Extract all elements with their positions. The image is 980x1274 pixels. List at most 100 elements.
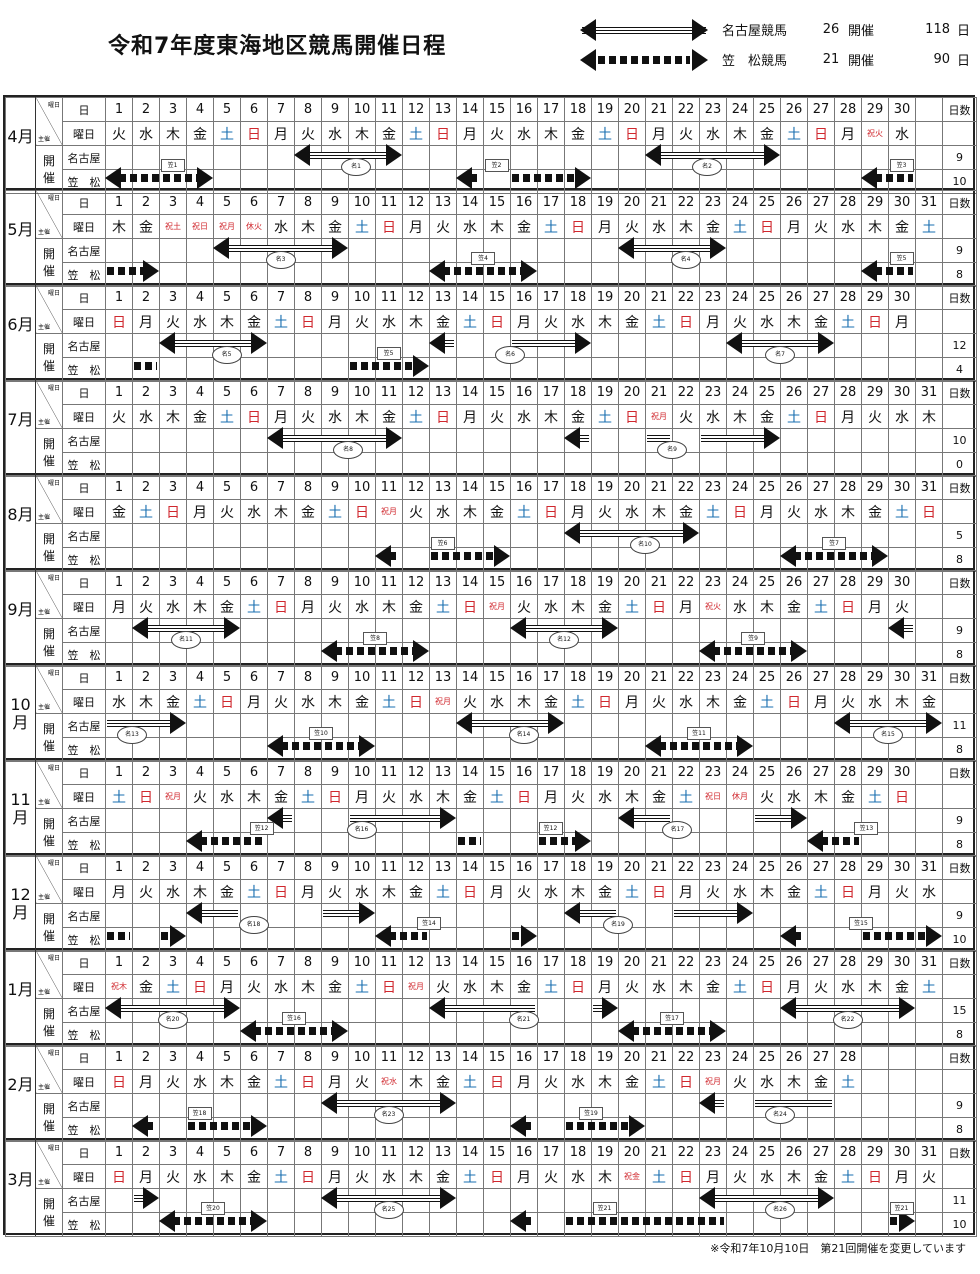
nagoya-cell <box>429 618 457 643</box>
day-number: 19 <box>591 1045 619 1070</box>
arrow-shaft <box>323 910 361 918</box>
day-number: 20 <box>618 285 646 310</box>
weekday-cell: 火 <box>186 784 214 809</box>
day-number: 25 <box>753 97 781 122</box>
kasamatsu-cell <box>159 832 187 857</box>
weekday-cell: 木 <box>591 1164 619 1189</box>
day-row-label: 日 <box>62 190 106 215</box>
day-number: 13 <box>429 1045 457 1070</box>
weekday-cell: 水 <box>861 689 889 714</box>
kasamatsu-cell <box>780 737 808 762</box>
kasamatsu-meeting-arrow <box>539 830 591 853</box>
kasamatsu-cell <box>294 1212 322 1237</box>
kasamatsu-row-label: 笠 松 <box>62 1212 106 1237</box>
weekday-cell: 土 <box>807 594 835 619</box>
day-number: 25 <box>753 855 781 880</box>
kasamatsu-cell <box>915 737 943 762</box>
nagoya-row-label: 名古屋 <box>62 145 106 170</box>
day-number: 1 <box>105 97 133 122</box>
weekday-cell: 水 <box>132 404 160 429</box>
kasamatsu-cell <box>483 642 511 667</box>
day-number: 17 <box>537 950 565 975</box>
arrow-right-head-icon <box>791 807 807 830</box>
nagoya-cell <box>834 618 862 643</box>
header-diagonal: 曜日 主催 <box>35 475 63 524</box>
kasamatsu-cell <box>834 737 862 762</box>
arrow-left-head-icon <box>159 1210 175 1233</box>
kasamatsu-cell <box>591 452 619 477</box>
day-number: 25 <box>753 285 781 310</box>
nagoya-meeting-label: 名14 <box>508 725 539 744</box>
day-number: 22 <box>672 1045 700 1070</box>
day-number: 20 <box>618 570 646 595</box>
day-number: 26 <box>780 1045 808 1070</box>
kasamatsu-cell <box>375 1022 403 1047</box>
kasamatsu-meeting-arrow <box>512 167 591 190</box>
kasamatsu-row-label: 笠 松 <box>62 642 106 667</box>
weekday-cell: 木 <box>510 689 538 714</box>
nagoya-cell <box>591 428 619 453</box>
kasamatsu-cell <box>780 832 808 857</box>
weekday-cell: 木 <box>159 404 187 429</box>
kasamatsu-meeting-arrow <box>699 640 807 663</box>
weekday-cell: 日 <box>753 974 781 999</box>
day-number: 5 <box>213 665 241 690</box>
day-number: 16 <box>510 97 538 122</box>
day-number: 14 <box>456 97 484 122</box>
weekday-cell: 月 <box>591 974 619 999</box>
nagoya-cell <box>429 428 457 453</box>
day-number: 7 <box>267 475 295 500</box>
weekday-cell: 水 <box>699 404 727 429</box>
weekday-cell: 祝月 <box>429 689 457 714</box>
month-block: 9月 曜日 主催日 1 2 3 4 5 6 7 8 9 10 11 12 13 14 15 16 17 18 19 20 21… <box>3 570 977 667</box>
kasamatsu-cell <box>294 262 322 287</box>
weekday-cell: 水 <box>672 689 700 714</box>
day-number: 22 <box>672 760 700 785</box>
weekday-cell: 土 <box>456 309 484 334</box>
day-number: 1 <box>105 1045 133 1070</box>
arrow-right-head-icon <box>251 332 267 355</box>
kasamatsu-meeting-label: 笠20 <box>201 1201 225 1215</box>
day-number: 15 <box>483 570 511 595</box>
weekday-cell: 土 <box>375 689 403 714</box>
diag-top-label: 曜日 <box>47 480 60 487</box>
header-diagonal: 曜日 主催 <box>35 570 63 619</box>
nagoya-cell <box>186 808 214 833</box>
day-number: 8 <box>294 665 322 690</box>
nagoya-cell <box>348 713 376 738</box>
weekday-cell: 木 <box>267 499 295 524</box>
count-header: 日数 <box>942 190 977 215</box>
day-number: 13 <box>429 665 457 690</box>
weekday-cell: 木 <box>834 499 862 524</box>
day-number: 10 <box>348 950 376 975</box>
weekday-cell: 木 <box>672 214 700 239</box>
kasamatsu-cell <box>402 547 430 572</box>
day-number: 27 <box>807 97 835 122</box>
kasamatsu-cell <box>132 547 160 572</box>
weekday-cell: 火 <box>564 784 592 809</box>
nagoya-cell <box>402 998 430 1023</box>
kasamatsu-cell <box>375 452 403 477</box>
day-number: 11 <box>375 97 403 122</box>
weekday-cell: 金 <box>294 499 322 524</box>
nagoya-meeting-label: 名1 <box>341 157 372 176</box>
day-number: 20 <box>618 475 646 500</box>
day-number: 21 <box>645 380 673 405</box>
kasamatsu-meeting-arrow <box>863 925 942 948</box>
legend-meetings: 21 <box>822 51 840 67</box>
weekday-cell: 火 <box>591 499 619 524</box>
kasamatsu-cell <box>618 452 646 477</box>
weekday-row-label: 曜日 <box>62 594 106 619</box>
day-number: 16 <box>510 1140 538 1165</box>
kasamatsu-cell <box>915 1117 943 1142</box>
arrow-shaft <box>902 625 913 633</box>
kasamatsu-cell <box>456 1117 484 1142</box>
day-row-label: 日 <box>62 760 106 785</box>
day-number: 22 <box>672 855 700 880</box>
nagoya-cell <box>213 1093 241 1118</box>
arrow-right-head-icon <box>764 144 780 167</box>
kasamatsu-cell <box>726 1212 754 1237</box>
weekday-cell: 水 <box>186 1069 214 1094</box>
diag-bottom-label: 主催 <box>38 324 51 331</box>
nagoya-meeting-label: 名2 <box>692 157 723 176</box>
